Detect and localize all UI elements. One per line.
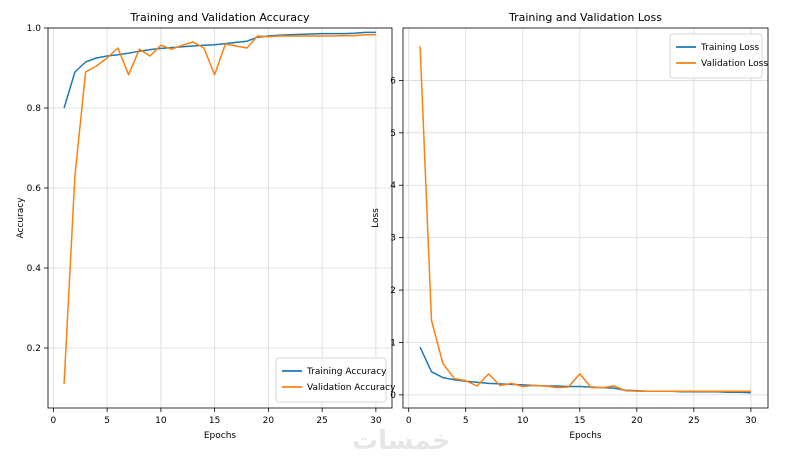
axes-frame — [402, 27, 769, 409]
x-tick-label: 20 — [631, 416, 643, 426]
x-axis-label: Epochs — [204, 431, 237, 441]
watermark-logo: خمسات — [352, 426, 451, 456]
y-tick-label: 5 — [390, 129, 396, 139]
x-tick-label: 10 — [517, 416, 529, 426]
legend-box — [669, 33, 763, 79]
legend-box — [275, 357, 387, 403]
legend-entry: Training Accuracy — [306, 367, 387, 377]
y-tick-label: 2 — [390, 286, 396, 296]
x-tick-label: 25 — [316, 416, 327, 426]
y-tick-label: 0.6 — [27, 184, 42, 194]
x-tick-label: 30 — [745, 416, 757, 426]
x-tick-label: 15 — [574, 416, 585, 426]
y-tick-label: 0.2 — [27, 344, 41, 354]
legend-entry: Validation Accuracy — [307, 383, 396, 393]
y-tick-label: 0.4 — [27, 264, 42, 274]
chart-2: 0 5 10 15 20 25 30 0 1 2 3 4 5 6 Training and Validati… — [371, 11, 769, 441]
x-tick-label: 30 — [370, 416, 382, 426]
y-axis-label: Loss — [371, 208, 381, 228]
x-tick-label: 20 — [263, 416, 275, 426]
y-axis-label: Accuracy — [16, 197, 26, 239]
legend: Training Loss Validation Loss — [669, 33, 768, 79]
legend: Training Accuracy Validation Accuracy — [275, 357, 396, 403]
plot-area — [403, 28, 768, 408]
x-tick-label: 0 — [51, 416, 57, 426]
x-tick-label: 10 — [155, 416, 167, 426]
chart-title: Training and Validation Accuracy — [129, 11, 310, 24]
x-tick-label: 5 — [104, 416, 110, 426]
y-tick-label: 1.0 — [27, 24, 42, 34]
y-tick-label: 6 — [390, 76, 396, 86]
axes-frame — [47, 27, 393, 409]
plot-area — [48, 28, 392, 408]
chart-title: Training and Validation Loss — [508, 11, 662, 24]
y-tick-label: 4 — [390, 181, 396, 191]
y-tick-label: 1 — [390, 338, 396, 348]
series-line-validation-loss — [419, 46, 751, 392]
y-tick-label: 0 — [390, 391, 396, 401]
series-line-validation-accuracy — [63, 34, 376, 385]
y-tick-label: 0.8 — [27, 104, 42, 114]
legend-entry: Training Loss — [700, 43, 759, 53]
x-tick-label: 15 — [209, 416, 220, 426]
x-tick-label: 5 — [463, 416, 469, 426]
series-line-training-accuracy — [63, 31, 376, 109]
legend-entry: Validation Loss — [701, 59, 768, 69]
x-axis-label: Epochs — [569, 431, 602, 441]
y-tick-label: 3 — [390, 234, 396, 244]
x-tick-label: 0 — [406, 416, 412, 426]
x-tick-label: 25 — [688, 416, 699, 426]
